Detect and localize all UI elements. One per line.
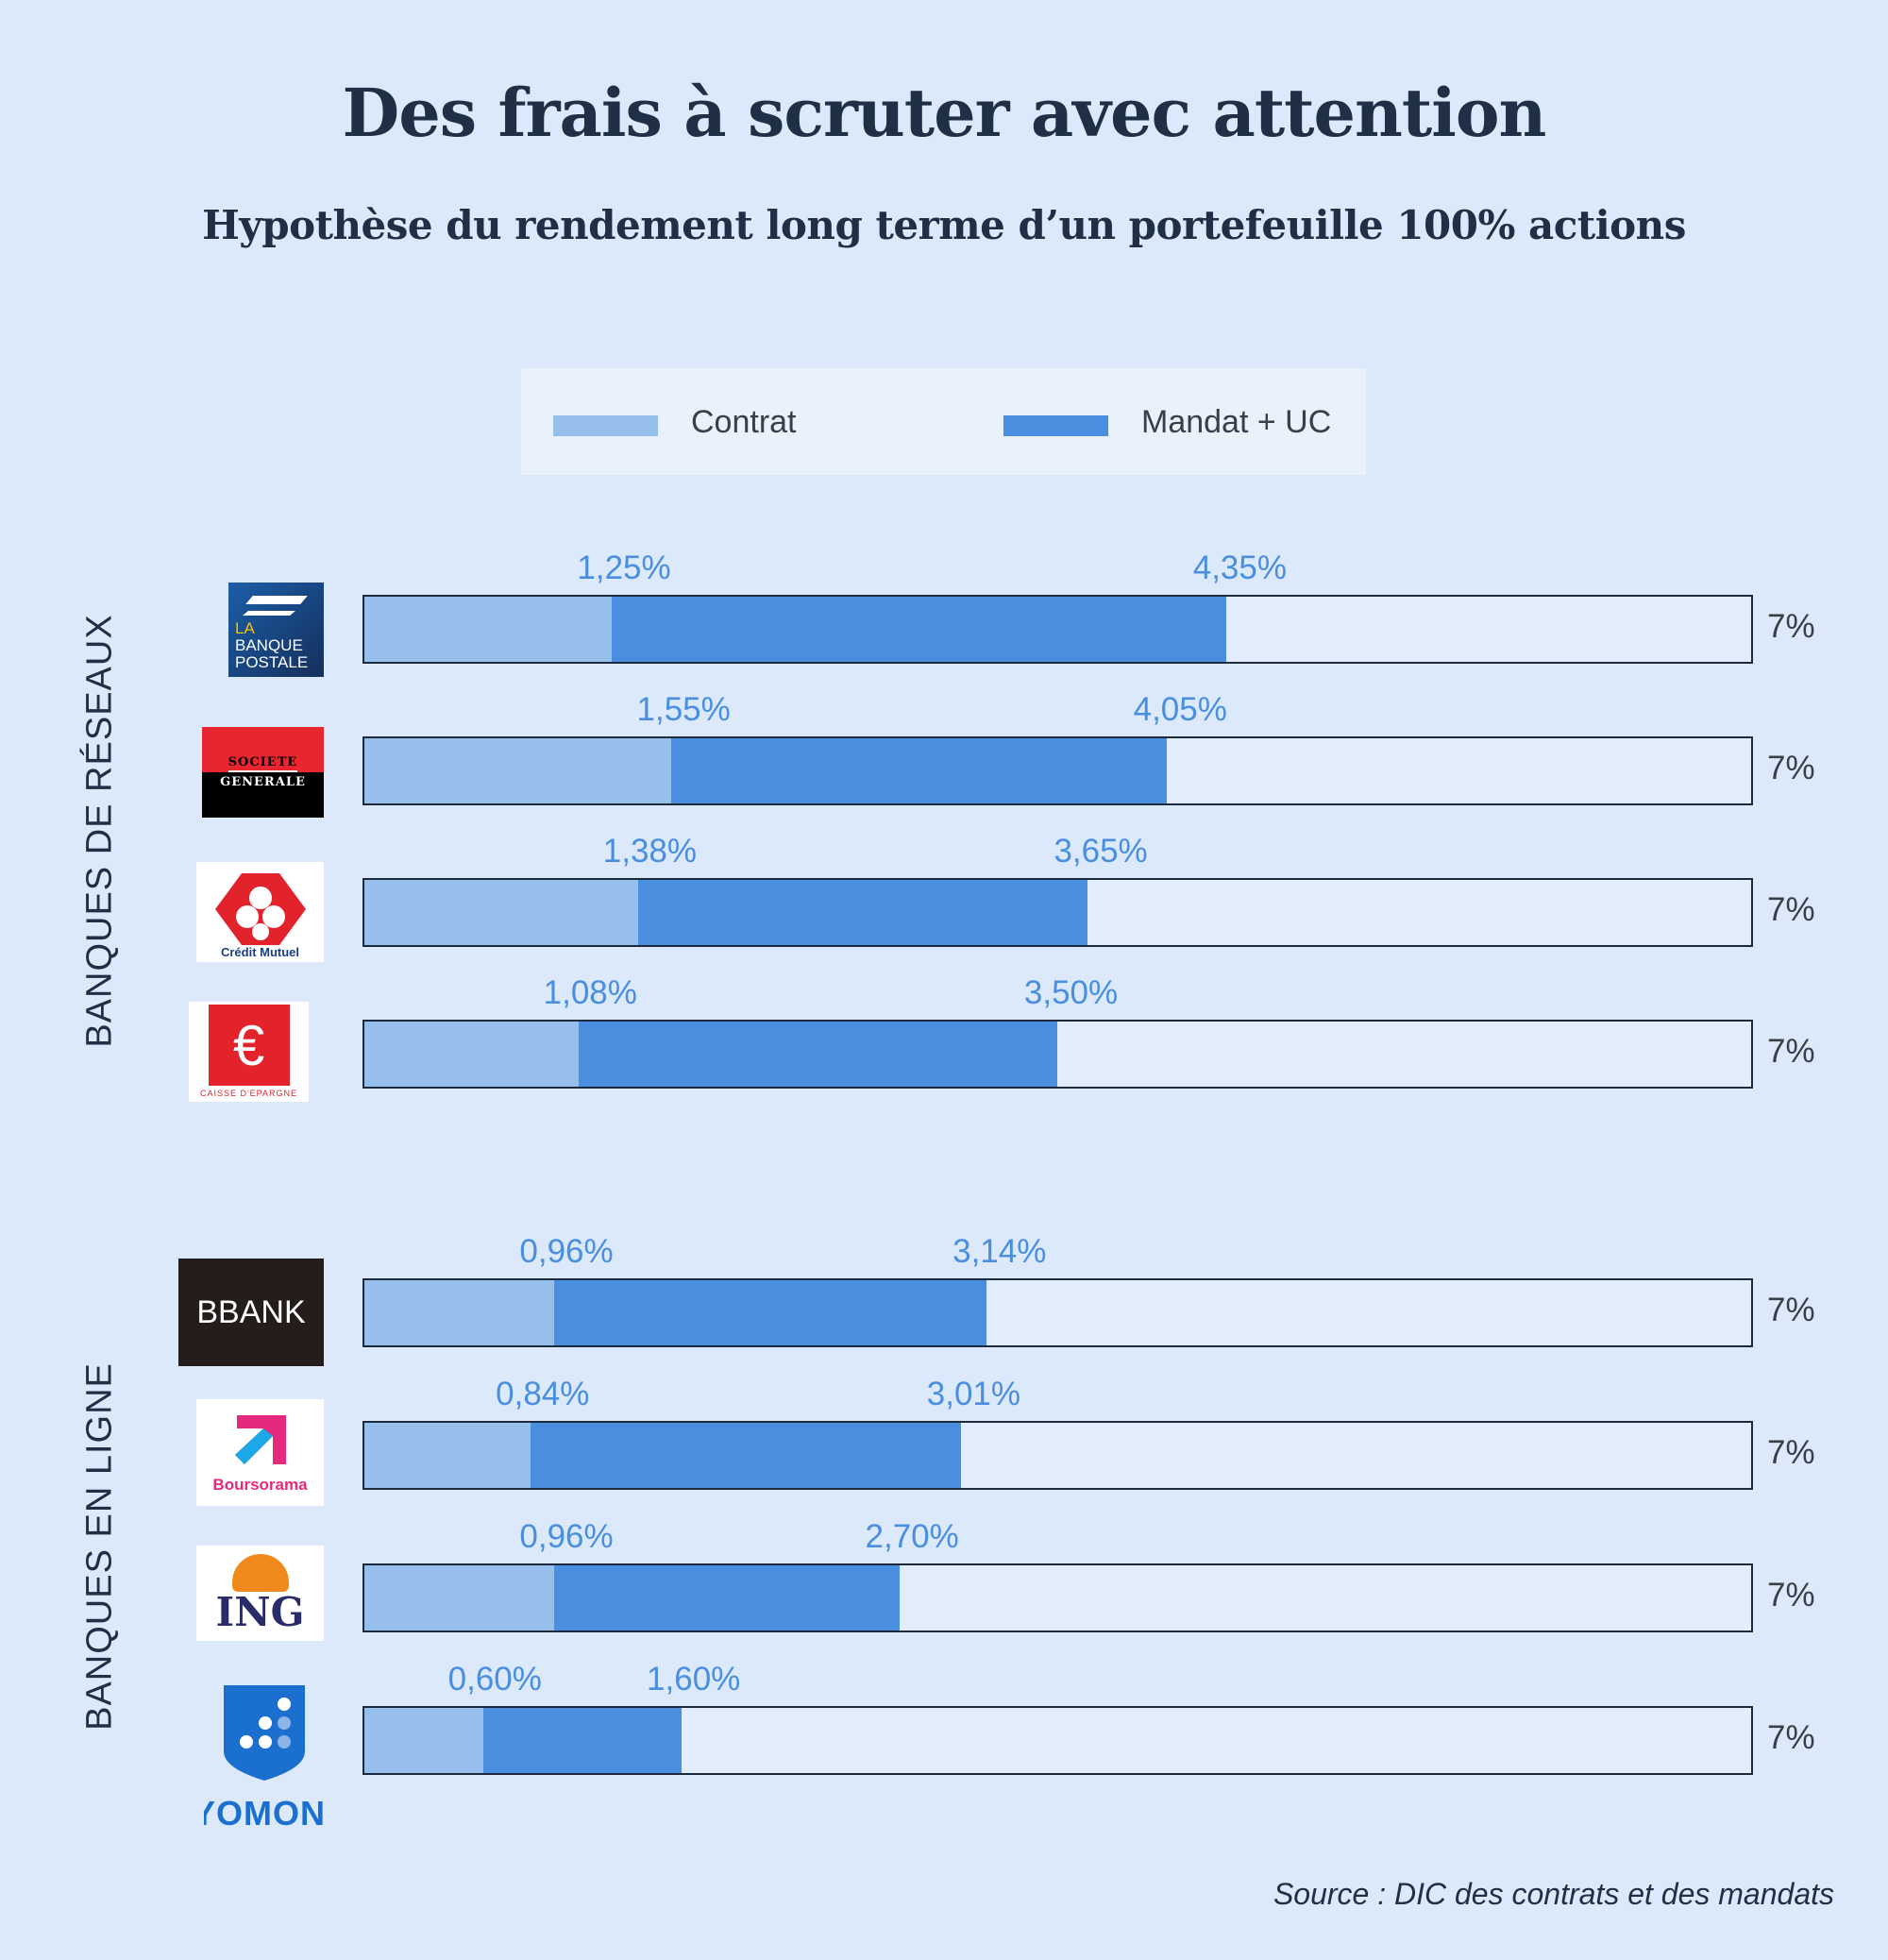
bar-segment-mandat xyxy=(612,597,1226,662)
bar-segment-mandat xyxy=(482,1708,682,1773)
bar-segment-mandat xyxy=(637,880,1087,945)
logo-text: ING xyxy=(215,1588,305,1635)
bar-row xyxy=(362,1278,1753,1347)
max-label: 7% xyxy=(1767,1033,1815,1070)
bar-segment-contrat xyxy=(364,1565,555,1631)
chart-title: Des frais à scruter avec attention xyxy=(342,74,1547,152)
value-label-mandat: 1,60% xyxy=(647,1661,741,1698)
chart-subtitle: Hypothèse du rendement long terme d’un p… xyxy=(202,202,1686,248)
value-label-contrat: 1,08% xyxy=(543,974,637,1011)
source-note: Source : DIC des contrats et des mandats xyxy=(1273,1877,1834,1911)
max-label: 7% xyxy=(1767,1719,1815,1756)
max-label: 7% xyxy=(1767,1577,1815,1614)
value-label-mandat: 3,50% xyxy=(1023,974,1119,1011)
logo-text: BANQUE xyxy=(235,636,303,654)
bar-segment-contrat xyxy=(364,1423,531,1488)
value-label-mandat: 3,01% xyxy=(926,1376,1020,1412)
logo-yomoni: YOMONI xyxy=(204,1683,325,1833)
bar-row xyxy=(362,736,1753,805)
credit-mutuel-icon xyxy=(214,873,306,945)
logo-text: Boursorama xyxy=(212,1475,308,1494)
bar-segment-contrat xyxy=(364,1022,579,1087)
bar-segment-mandat xyxy=(531,1423,961,1488)
lion-icon xyxy=(231,1553,289,1592)
bar-segment-contrat xyxy=(364,597,613,662)
max-label: 7% xyxy=(1767,750,1815,786)
logo-text: SOCIETE xyxy=(228,755,298,772)
value-label-contrat: 1,55% xyxy=(636,691,731,728)
logo-boursorama: Boursorama xyxy=(196,1399,324,1506)
value-label-mandat: 4,05% xyxy=(1133,691,1227,728)
bird-icon-wing xyxy=(243,611,295,616)
logo-text: CAISSE D'EPARGNE xyxy=(199,1089,298,1098)
max-label: 7% xyxy=(1767,608,1815,645)
value-label-mandat: 4,35% xyxy=(1192,549,1287,586)
bar-segment-contrat xyxy=(364,1280,555,1345)
legend-swatch-mandat xyxy=(1003,415,1108,436)
legend: Contrat Mandat + UC xyxy=(521,368,1366,475)
bar-segment-contrat xyxy=(364,1708,483,1773)
bar-row xyxy=(362,878,1753,947)
bar-segment-contrat xyxy=(364,738,672,803)
boursorama-arrow-icon xyxy=(234,1414,286,1464)
bar-segment-mandat xyxy=(554,1280,986,1345)
logo-text: GENERALE xyxy=(220,775,306,789)
bar-segment-mandat xyxy=(671,738,1167,803)
bar-row xyxy=(362,1020,1753,1089)
logo-bforbank: B BANK xyxy=(178,1259,324,1366)
max-label: 7% xyxy=(1767,1434,1815,1471)
squirrel-icon: € xyxy=(208,1005,290,1086)
legend-label-contrat: Contrat xyxy=(691,404,797,440)
logo-text: LA xyxy=(235,619,255,637)
yomoni-shield-icon xyxy=(224,1685,305,1781)
legend-swatch-contrat xyxy=(553,415,658,436)
logo-caisse-epargne: € CAISSE D'EPARGNE xyxy=(189,1002,309,1102)
bar-segment-mandat xyxy=(554,1565,900,1631)
value-label-mandat: 3,14% xyxy=(952,1233,1047,1270)
logo-la-banque-postale: LA BANQUE POSTALE xyxy=(228,583,324,677)
bar-segment-mandat xyxy=(578,1022,1058,1087)
logo-text: YOMONI xyxy=(204,1794,325,1833)
max-label: 7% xyxy=(1767,891,1815,928)
logo-ing: ING xyxy=(196,1546,324,1641)
bar-segment-contrat xyxy=(364,880,638,945)
bar-row xyxy=(362,1563,1753,1632)
value-label-mandat: 3,65% xyxy=(1054,833,1148,870)
bird-icon xyxy=(245,596,308,604)
value-label-contrat: 0,96% xyxy=(519,1233,614,1270)
bar-row xyxy=(362,595,1753,664)
value-label-contrat: 0,84% xyxy=(496,1376,590,1412)
logo-mark: B xyxy=(196,1293,219,1330)
max-label: 7% xyxy=(1767,1292,1815,1328)
logo-text: POSTALE xyxy=(235,653,309,671)
value-label-contrat: 0,96% xyxy=(519,1518,614,1555)
logo-credit-mutuel: Crédit Mutuel xyxy=(196,862,324,962)
value-label-contrat: 1,25% xyxy=(577,549,671,586)
group-label-en-ligne: BANQUES EN LIGNE xyxy=(79,1362,120,1731)
bar-row xyxy=(362,1421,1753,1490)
value-label-contrat: 0,60% xyxy=(447,1661,542,1698)
logo-societe-generale: SOCIETE GENERALE xyxy=(202,727,324,818)
logo-text: Crédit Mutuel xyxy=(220,945,300,959)
value-label-contrat: 1,38% xyxy=(602,833,698,870)
bar-row xyxy=(362,1706,1753,1775)
legend-label-mandat: Mandat + UC xyxy=(1141,404,1332,440)
group-label-reseaux: BANQUES DE RÉSEAUX xyxy=(79,614,120,1048)
value-label-mandat: 2,70% xyxy=(865,1518,959,1555)
logo-text: BANK xyxy=(218,1293,306,1330)
